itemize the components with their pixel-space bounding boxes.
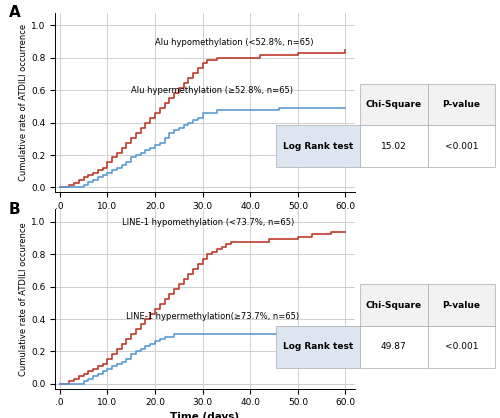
Text: Alu hypermethylation (≥52.8%, n=65): Alu hypermethylation (≥52.8%, n=65) xyxy=(131,86,293,95)
X-axis label: Time (days): Time (days) xyxy=(170,412,239,418)
Text: B: B xyxy=(8,202,20,217)
Text: LINE-1 hypermethylation(≥73.7%, n=65): LINE-1 hypermethylation(≥73.7%, n=65) xyxy=(126,312,300,321)
Y-axis label: Cumulative rate of ATDILI occurrence: Cumulative rate of ATDILI occurrence xyxy=(19,24,28,181)
Text: LINE-1 hypomethylation (<73.7%, n=65): LINE-1 hypomethylation (<73.7%, n=65) xyxy=(122,218,294,227)
X-axis label: Time (days): Time (days) xyxy=(170,215,239,225)
Text: A: A xyxy=(8,5,20,20)
Y-axis label: Cumulative rate of ATDILI occurence: Cumulative rate of ATDILI occurence xyxy=(19,222,28,376)
Text: Alu hypomethylation (<52.8%, n=65): Alu hypomethylation (<52.8%, n=65) xyxy=(155,38,314,46)
